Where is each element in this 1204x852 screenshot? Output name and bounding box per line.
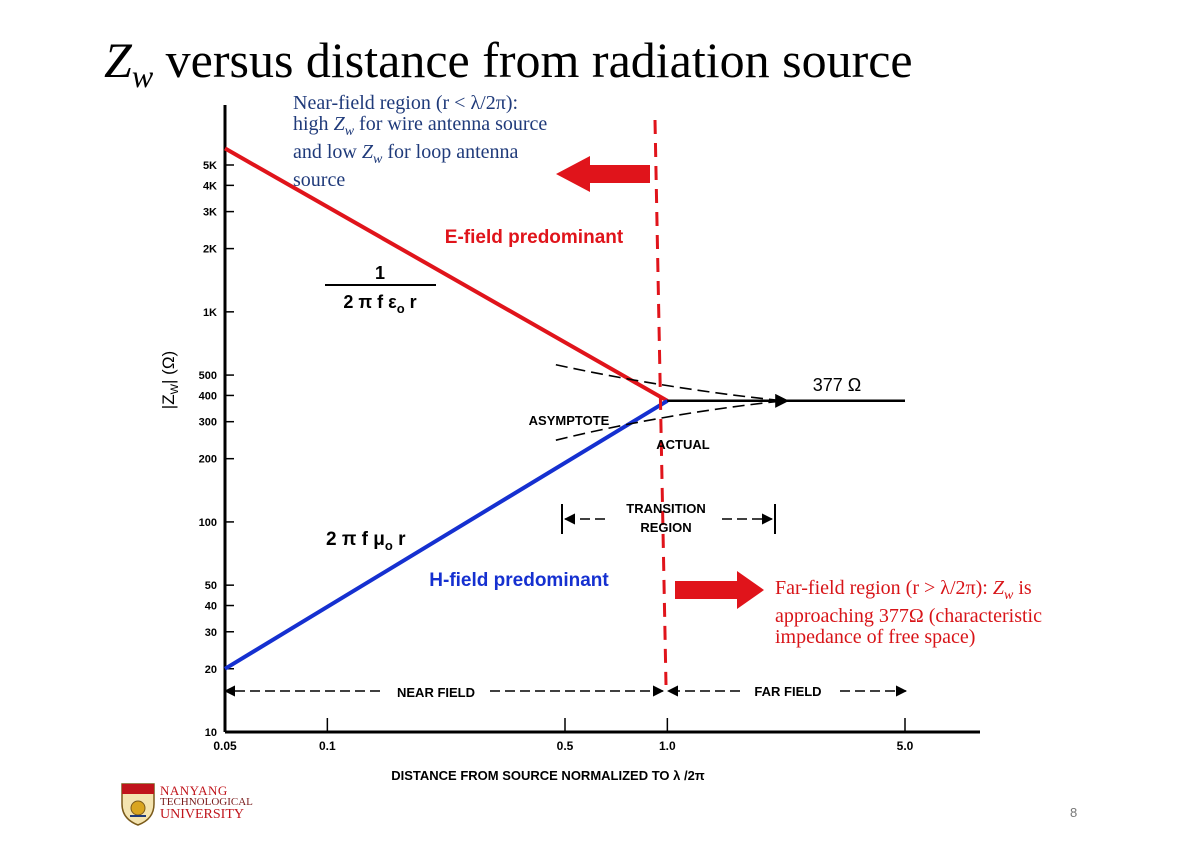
y-tick-label: 100 <box>199 517 217 529</box>
y-tick-label: 300 <box>199 417 217 429</box>
asymptote-label: ASYMPTOTE <box>529 413 610 428</box>
h-field-line <box>223 399 669 671</box>
y-tick-label: 1K <box>203 307 217 319</box>
y-tick-label: 2K <box>203 244 217 256</box>
y-axis-label: |ZW| (Ω) <box>159 351 181 409</box>
near-far-boundary-line <box>653 119 668 686</box>
actual-label: ACTUAL <box>656 437 709 452</box>
actual-curve-lower <box>555 400 784 441</box>
y-tick-label: 200 <box>199 454 217 466</box>
e-field-line <box>224 146 669 403</box>
near-field-label: NEAR FIELD <box>397 685 475 700</box>
x-tick-label: 0.05 <box>213 739 237 753</box>
page-number: 8 <box>1070 805 1078 820</box>
h-formula: 2 π f μo r <box>326 529 406 553</box>
actual-curve-upper <box>555 363 784 402</box>
y-tick-label: 4K <box>203 180 217 192</box>
e-formula-numerator: 1 <box>375 263 385 283</box>
near-field-callout-arrow <box>556 156 650 192</box>
slide-title: Zw versus distance from radiation source <box>104 32 913 94</box>
x-tick-label: 0.1 <box>319 739 336 753</box>
x-tick-label: 5.0 <box>897 739 914 753</box>
y-tick-label: 30 <box>205 627 217 639</box>
x-tick-label: 1.0 <box>659 739 676 753</box>
y-tick-label: 50 <box>205 580 217 592</box>
y-tick-label: 400 <box>199 390 217 402</box>
e-field-label: E-field predominant <box>445 227 624 248</box>
y-tick-label: 20 <box>205 664 217 676</box>
e-formula-denominator: 2 π f εo r <box>343 292 416 316</box>
transition-label-line1: TRANSITION <box>626 501 705 516</box>
x-axis-label: DISTANCE FROM SOURCE NORMALIZED TO λ /2π <box>391 768 705 783</box>
y-tick-label: 500 <box>199 370 217 382</box>
y-tick-label: 10 <box>205 727 217 739</box>
far-field-note: Far-field region (r > λ/2π): Zw is appro… <box>775 577 1042 648</box>
ntu-crest-icon <box>121 783 155 826</box>
near-field-note: Near-field region (r < λ/2π): high Zw fo… <box>293 92 548 191</box>
x-tick-label: 0.5 <box>557 739 574 753</box>
y-tick-label: 3K <box>203 207 217 219</box>
far-field-label: FAR FIELD <box>754 684 821 699</box>
y-tick-label: 40 <box>205 601 217 613</box>
far-field-callout-arrow <box>675 571 764 609</box>
transition-label-line2: REGION <box>640 520 691 535</box>
y-tick-label: 5K <box>203 160 217 172</box>
h-field-label: H-field predominant <box>429 570 609 591</box>
impedance-377-label: 377 Ω <box>813 375 862 395</box>
ntu-logo: NANYANG TECHNOLOGICAL UNIVERSITY <box>120 782 260 830</box>
